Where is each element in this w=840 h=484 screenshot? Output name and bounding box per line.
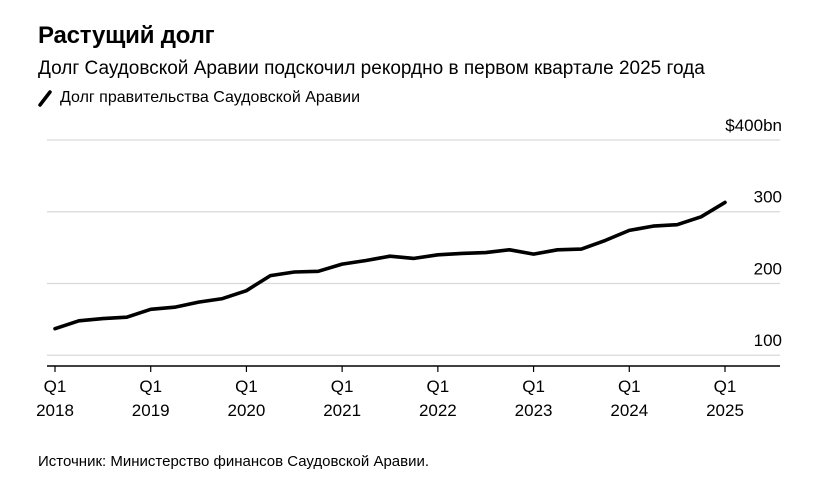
- x-tick-year-label: 2019: [132, 401, 170, 420]
- chart-subtitle: Долг Саудовской Аравии подскочил рекордн…: [38, 58, 705, 79]
- series-line-saudi-debt: [53, 200, 727, 331]
- x-tick-quarter-label: Q1: [522, 377, 545, 396]
- x-tick-quarter-label: Q1: [331, 377, 354, 396]
- x-tick-year-label: 2020: [228, 401, 266, 420]
- x-tick-year-label: 2022: [419, 401, 457, 420]
- chart-title: Растущий долг: [38, 22, 215, 49]
- y-tick-label: $400bn: [725, 116, 782, 135]
- x-tick-year-label: 2025: [706, 401, 744, 420]
- y-tick-label: 200: [754, 259, 782, 278]
- x-tick-quarter-label: Q1: [139, 377, 162, 396]
- x-tick-quarter-label: Q1: [714, 377, 737, 396]
- x-tick-quarter-label: Q1: [44, 377, 67, 396]
- x-tick-year-label: 2021: [323, 401, 361, 420]
- legend-line-swatch: [38, 90, 52, 107]
- legend-label: Долг правительства Саудовской Аравии: [60, 89, 361, 106]
- x-tick-year-label: 2023: [515, 401, 553, 420]
- x-tick-quarter-label: Q1: [235, 377, 258, 396]
- x-tick-year-label: 2018: [36, 401, 74, 420]
- source-note: Источник: Министерство финансов Саудовск…: [38, 453, 430, 470]
- y-tick-label: 100: [754, 331, 782, 350]
- y-tick-label: 300: [754, 188, 782, 207]
- x-tick-year-label: 2024: [610, 401, 648, 420]
- x-tick-quarter-label: Q1: [618, 377, 641, 396]
- x-tick-quarter-label: Q1: [427, 377, 450, 396]
- legend: Долг правительства Саудовской Аравии: [38, 89, 360, 107]
